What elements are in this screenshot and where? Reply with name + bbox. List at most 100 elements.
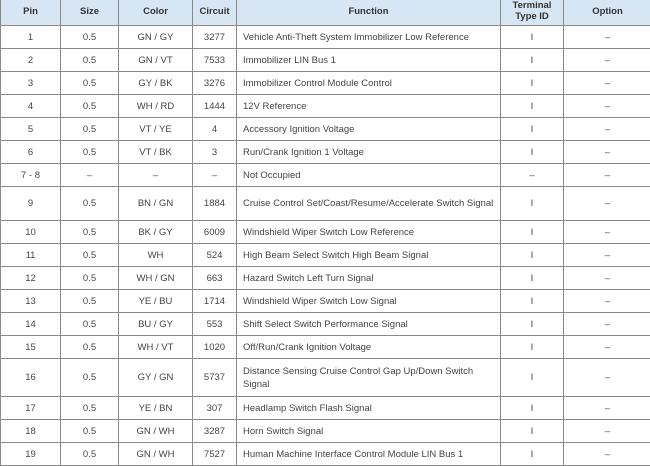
cell-size: 0.5 [61, 95, 119, 118]
cell-option: – [564, 397, 650, 420]
cell-type-id: I [501, 359, 564, 397]
cell-color: VT / YE [119, 118, 193, 141]
cell-function: Accessory Ignition Voltage [237, 118, 501, 141]
cell-color: WH [119, 244, 193, 267]
cell-option: – [564, 267, 650, 290]
cell-type-id: I [501, 49, 564, 72]
cell-type-id: I [501, 290, 564, 313]
cell-color: BN / GN [119, 187, 193, 221]
cell-pin: 17 [1, 397, 61, 420]
cell-size: 0.5 [61, 221, 119, 244]
cell-function: Hazard Switch Left Turn Signal [237, 267, 501, 290]
cell-color: WH / VT [119, 336, 193, 359]
cell-option: – [564, 49, 650, 72]
cell-function: Distance Sensing Cruise Control Gap Up/D… [237, 359, 501, 397]
cell-function: Cruise Control Set/Coast/Resume/Accelera… [237, 187, 501, 221]
cell-circuit: 3 [193, 141, 237, 164]
cell-size: – [61, 164, 119, 187]
cell-circuit: – [193, 164, 237, 187]
cell-size: 0.5 [61, 49, 119, 72]
cell-circuit: 1884 [193, 187, 237, 221]
cell-color: WH / GN [119, 267, 193, 290]
cell-function: Immobilizer LIN Bus 1 [237, 49, 501, 72]
header-type-id: Terminal Type ID [501, 0, 564, 26]
cell-type-id: I [501, 221, 564, 244]
cell-type-id: I [501, 26, 564, 49]
header-function: Function [237, 0, 501, 26]
header-color: Color [119, 0, 193, 26]
cell-size: 0.5 [61, 244, 119, 267]
cell-function: Off/Run/Crank Ignition Voltage [237, 336, 501, 359]
cell-pin: 4 [1, 95, 61, 118]
cell-option: – [564, 221, 650, 244]
cell-function: Immobilizer Control Module Control [237, 72, 501, 95]
cell-pin: 18 [1, 420, 61, 443]
cell-pin: 6 [1, 141, 61, 164]
cell-circuit: 1444 [193, 95, 237, 118]
cell-size: 0.5 [61, 420, 119, 443]
cell-size: 0.5 [61, 397, 119, 420]
cell-size: 0.5 [61, 443, 119, 466]
cell-function: Horn Switch Signal [237, 420, 501, 443]
cell-pin: 19 [1, 443, 61, 466]
cell-circuit: 6009 [193, 221, 237, 244]
cell-type-id: I [501, 95, 564, 118]
cell-size: 0.5 [61, 359, 119, 397]
cell-function: Run/Crank Ignition 1 Voltage [237, 141, 501, 164]
cell-color: BK / GY [119, 221, 193, 244]
cell-size: 0.5 [61, 72, 119, 95]
cell-function: Vehicle Anti-Theft System Immobilizer Lo… [237, 26, 501, 49]
cell-color: GN / WH [119, 420, 193, 443]
cell-pin: 13 [1, 290, 61, 313]
cell-option: – [564, 26, 650, 49]
cell-function: Shift Select Switch Performance Signal [237, 313, 501, 336]
cell-option: – [564, 443, 650, 466]
cell-circuit: 3277 [193, 26, 237, 49]
cell-pin: 11 [1, 244, 61, 267]
cell-option: – [564, 244, 650, 267]
cell-pin: 12 [1, 267, 61, 290]
cell-size: 0.5 [61, 26, 119, 49]
cell-color: WH / RD [119, 95, 193, 118]
cell-color: GN / VT [119, 49, 193, 72]
cell-circuit: 524 [193, 244, 237, 267]
cell-option: – [564, 95, 650, 118]
cell-pin: 14 [1, 313, 61, 336]
cell-size: 0.5 [61, 336, 119, 359]
cell-type-id: I [501, 397, 564, 420]
cell-function: Not Occupied [237, 164, 501, 187]
cell-color: GN / WH [119, 443, 193, 466]
cell-type-id: I [501, 420, 564, 443]
cell-option: – [564, 290, 650, 313]
cell-type-id: – [501, 164, 564, 187]
cell-pin: 5 [1, 118, 61, 141]
cell-circuit: 7527 [193, 443, 237, 466]
cell-color: GN / GY [119, 26, 193, 49]
cell-type-id: I [501, 313, 564, 336]
cell-function: 12V Reference [237, 95, 501, 118]
cell-size: 0.5 [61, 313, 119, 336]
cell-type-id: I [501, 187, 564, 221]
cell-circuit: 307 [193, 397, 237, 420]
cell-color: VT / BK [119, 141, 193, 164]
cell-circuit: 5737 [193, 359, 237, 397]
cell-size: 0.5 [61, 118, 119, 141]
cell-option: – [564, 420, 650, 443]
cell-option: – [564, 164, 650, 187]
cell-circuit: 3276 [193, 72, 237, 95]
cell-pin: 3 [1, 72, 61, 95]
cell-color: BU / GY [119, 313, 193, 336]
